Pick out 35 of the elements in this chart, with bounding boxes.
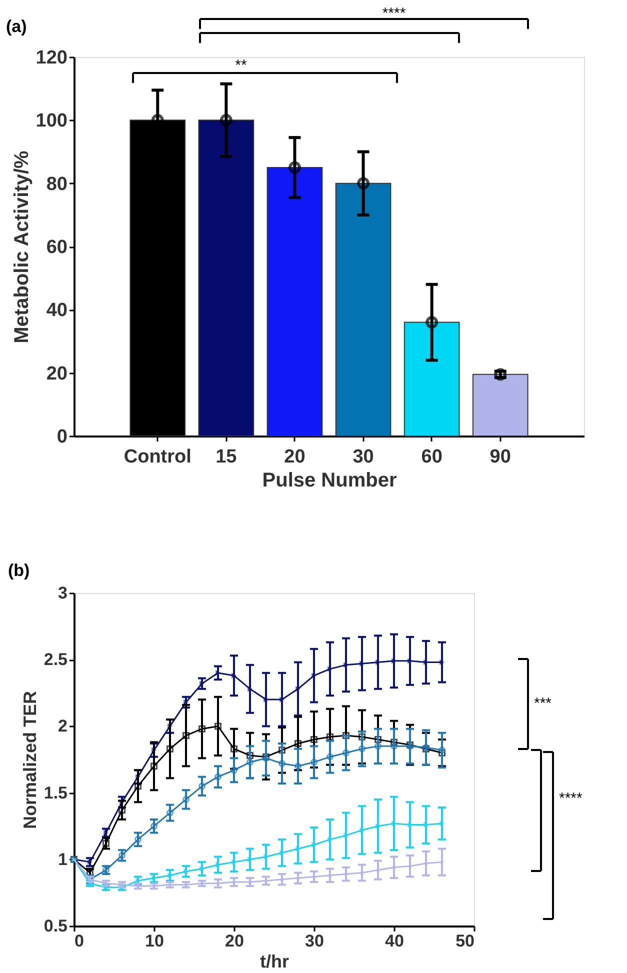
text: *** — [534, 695, 552, 712]
x-tick-label: 0 — [74, 932, 84, 950]
text: **** — [559, 790, 583, 807]
y-tick-label: 0 — [56, 426, 68, 448]
y-tick-label: 2.5 — [44, 650, 68, 670]
y-tick-label: 40 — [46, 300, 68, 322]
y-tick-label: 60 — [46, 237, 68, 258]
x-tick-label: Control — [124, 446, 192, 468]
y-tick-label: 20 — [46, 363, 68, 384]
y-tick-label: 3 — [58, 584, 68, 602]
x-tick-label: 20 — [284, 446, 306, 468]
y-tick-label: 80 — [46, 174, 68, 195]
x-tick-label: 40 — [385, 932, 404, 950]
y-tick-label: 120 — [36, 48, 68, 68]
y-tick-label: 1.5 — [44, 783, 68, 802]
annotation: ** — [235, 57, 247, 74]
x-tick-label: 30 — [305, 932, 324, 950]
y-tick-label: 2 — [58, 716, 68, 736]
x-tick-label: 90 — [490, 446, 511, 468]
x-tick-label: 10 — [145, 932, 164, 950]
y-tick-label: 1 — [58, 850, 68, 869]
chart-title: (b) — [8, 561, 30, 580]
x-tick-label: 50 — [456, 932, 474, 950]
x-tick-label: 30 — [352, 446, 374, 468]
x-tick-label: 60 — [421, 446, 442, 468]
y-tick-label: 100 — [36, 110, 68, 132]
y-tick-label: 0.5 — [44, 916, 68, 936]
text: **** — [382, 5, 406, 22]
x-axis-title: t/hr — [260, 952, 289, 972]
x-tick-label: 20 — [225, 932, 244, 950]
y-axis-title: Normalized TER — [20, 690, 40, 830]
x-tick-label: 15 — [216, 446, 238, 468]
x-axis-title: Pulse Number — [262, 470, 397, 492]
y-axis-title: Metabolic Activity/% — [10, 150, 33, 344]
chart-title: (a) — [6, 17, 27, 36]
